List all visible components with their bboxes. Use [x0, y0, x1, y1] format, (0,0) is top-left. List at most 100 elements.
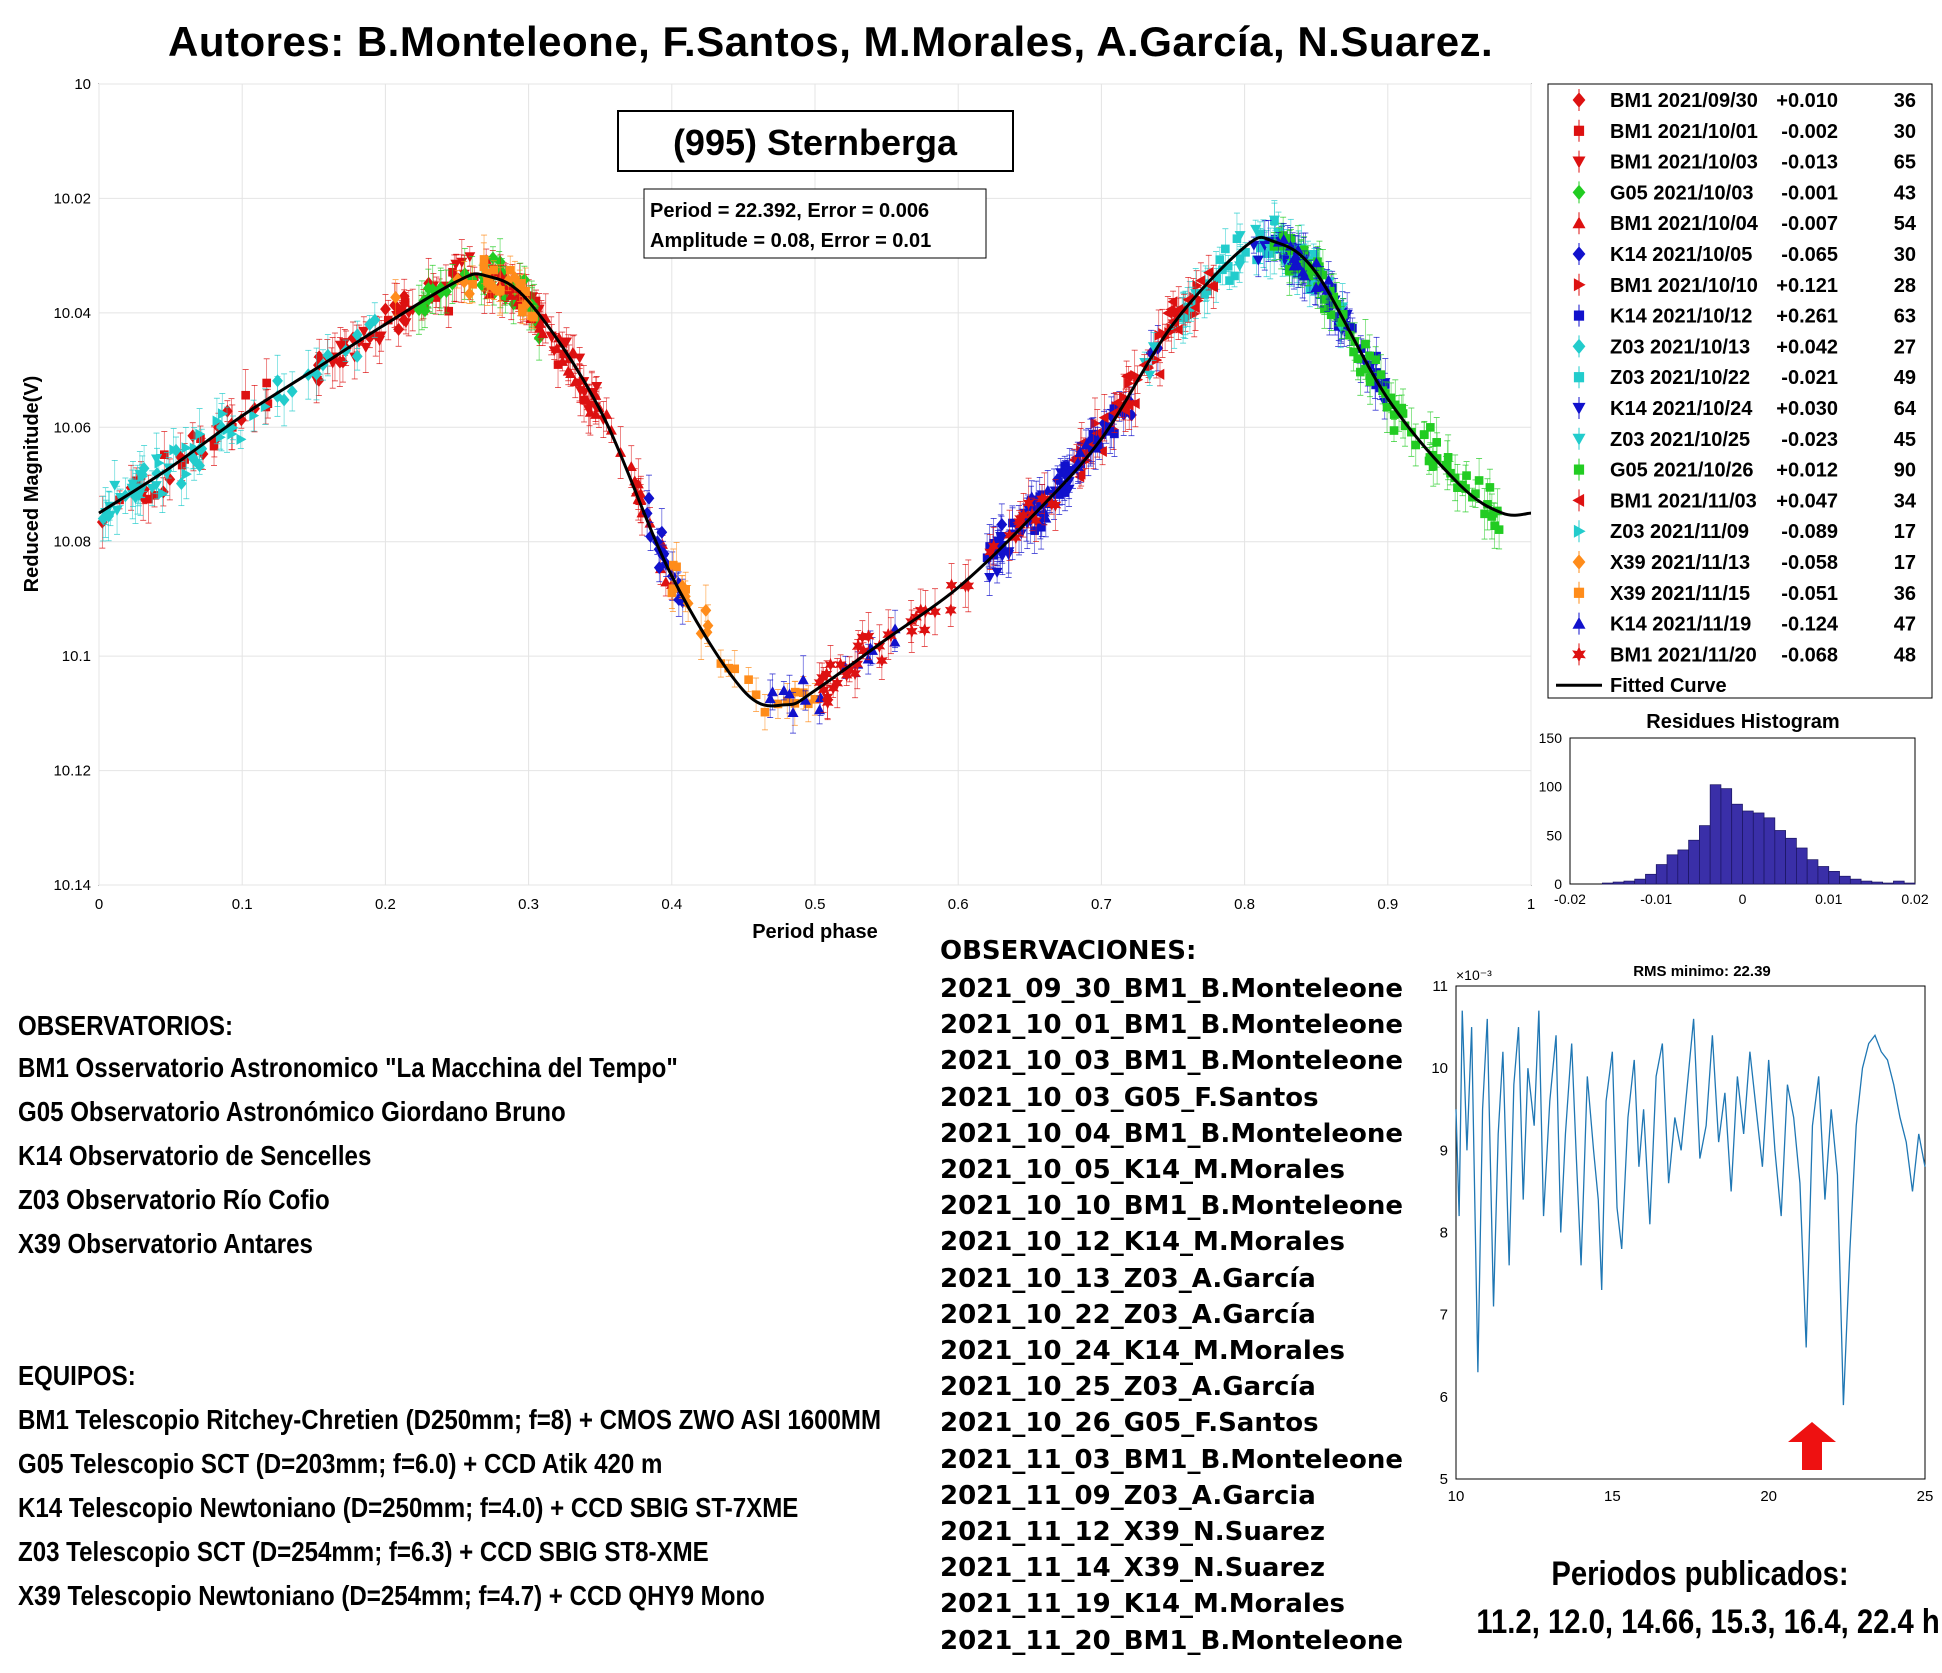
data-point: [1572, 554, 1586, 570]
data-point: [444, 306, 454, 316]
legend-label: BM1 2021/11/03: [1610, 490, 1757, 512]
data-point: [959, 579, 972, 593]
observation-item: 2021_11_20_BM1_B.Monteleone: [940, 1625, 1404, 1656]
data-point: [821, 695, 834, 710]
data-point: [1319, 295, 1329, 304]
y-tick-label: 10: [74, 76, 91, 93]
periodogram-y-tick: 6: [1440, 1389, 1448, 1406]
observatory-item: X39 Observatorio Antares: [18, 1228, 313, 1259]
legend-offset: +0.012: [1776, 460, 1838, 482]
data-point: [569, 376, 581, 387]
legend-label: BM1 2021/10/04: [1610, 213, 1759, 235]
observation-item: 2021_10_26_G05_F.Santos: [940, 1408, 1319, 1439]
legend-entry: Z03 2021/10/22 -0.021 49: [1573, 366, 1916, 389]
data-point: [787, 707, 799, 718]
data-point: [1250, 224, 1262, 235]
data-point: [169, 444, 180, 456]
data-point: [1572, 616, 1586, 629]
legend-count: 47: [1894, 614, 1916, 636]
legend-count: 30: [1894, 121, 1916, 143]
observation-item: 2021_10_05_K14_M.Morales: [940, 1155, 1345, 1185]
data-point: [1147, 342, 1159, 353]
data-point: [249, 410, 260, 422]
periodogram-x-tick: 10: [1448, 1488, 1465, 1505]
data-point: [876, 653, 888, 668]
data-point: [1443, 461, 1452, 470]
data-point: [195, 428, 206, 440]
histogram-y-tick: 0: [1554, 876, 1562, 892]
residues-histogram: Residues Histogram -0.02 -0.01 0 0.01 0.02 0 5…: [1539, 711, 1929, 907]
histogram-bar: [1903, 882, 1916, 885]
histogram-bar: [1871, 881, 1884, 885]
data-point: [1098, 412, 1109, 424]
histogram-y-tick: 100: [1539, 779, 1563, 795]
legend-label: Z03 2021/11/09: [1610, 521, 1749, 543]
x-tick-label: 0.7: [1091, 896, 1112, 913]
published-periods-title: Periodos publicados:: [1551, 1555, 1849, 1593]
data-point: [1215, 255, 1225, 264]
data-point: [1573, 464, 1585, 475]
y-tick-label: 10.12: [53, 763, 91, 780]
observations-heading: OBSERVACIONES:: [940, 936, 1197, 966]
data-point: [1195, 275, 1206, 287]
data-point: [212, 415, 223, 427]
data-point: [1573, 310, 1585, 321]
data-point: [489, 265, 499, 275]
legend-label: BM1 2021/10/03: [1610, 152, 1758, 174]
data-point: [784, 688, 796, 699]
legend-offset: +0.042: [1776, 336, 1838, 358]
data-point: [358, 326, 370, 337]
data-point: [1154, 329, 1165, 341]
observation-item: 2021_10_03_BM1_B.Monteleone: [940, 1046, 1404, 1077]
y-tick-label: 10.06: [53, 419, 91, 436]
data-point: [209, 441, 219, 451]
data-point: [375, 331, 387, 342]
legend-entry: K14 2021/10/05 -0.065 30: [1572, 243, 1916, 266]
legend-offset: -0.023: [1781, 429, 1838, 451]
legend-offset: -0.001: [1781, 182, 1838, 204]
legend-offset: +0.010: [1776, 90, 1838, 112]
histogram-x-tick: -0.01: [1640, 891, 1672, 907]
data-point: [567, 346, 579, 357]
observation-item: 2021_09_30_BM1_B.Monteleone: [940, 974, 1404, 1004]
observation-item: 2021_10_10_BM1_B.Monteleone: [940, 1191, 1404, 1222]
legend-count: 48: [1894, 644, 1916, 666]
legend-entry: BM1 2021/10/04 -0.007 54: [1572, 212, 1917, 235]
legend-offset: -0.065: [1781, 244, 1838, 266]
data-point: [1462, 471, 1471, 480]
legend-label: K14 2021/10/05: [1610, 244, 1752, 266]
legend-count: 17: [1894, 552, 1916, 574]
legend-label: X39 2021/11/15: [1610, 583, 1750, 605]
data-point: [944, 603, 957, 617]
data-point: [1252, 255, 1264, 266]
equipment-heading: EQUIPOS:: [18, 1360, 136, 1391]
data-point: [1205, 280, 1216, 292]
histogram-bar: [1655, 864, 1668, 885]
data-point: [351, 349, 363, 363]
histogram-bar: [1763, 817, 1776, 885]
equipment-item: Z03 Telescopio SCT (D=254mm; f=6.3) + CC…: [18, 1536, 709, 1567]
observation-item: 2021_11_14_X39_N.Suarez: [940, 1553, 1325, 1584]
data-point: [1221, 244, 1230, 254]
data-point: [1298, 270, 1311, 281]
legend-entry: Z03 2021/10/25 -0.023 45: [1572, 427, 1916, 451]
legend-label: BM1 2021/10/01: [1610, 121, 1758, 143]
data-point: [1053, 488, 1065, 499]
data-point: [518, 307, 527, 317]
histogram-bar: [1634, 878, 1646, 885]
data-point: [702, 619, 714, 633]
histogram-bar: [1817, 866, 1830, 885]
histogram-bar: [1839, 875, 1851, 885]
data-point: [1009, 530, 1022, 545]
legend-count: 36: [1894, 90, 1916, 112]
observatory-item: G05 Observatorio Astronómico Giordano Br…: [18, 1096, 566, 1127]
histogram-bar: [1828, 870, 1840, 885]
x-tick-label: 0: [95, 896, 103, 913]
legend-entry: K14 2021/10/12 +0.261 63: [1573, 304, 1916, 328]
data-point: [591, 382, 603, 392]
data-point: [479, 255, 489, 264]
legend-entry: K14 2021/11/19 -0.124 47: [1572, 612, 1916, 636]
periodogram-title: RMS minimo: 22.39: [1633, 963, 1771, 980]
observation-item: 2021_10_03_G05_F.Santos: [940, 1082, 1319, 1113]
